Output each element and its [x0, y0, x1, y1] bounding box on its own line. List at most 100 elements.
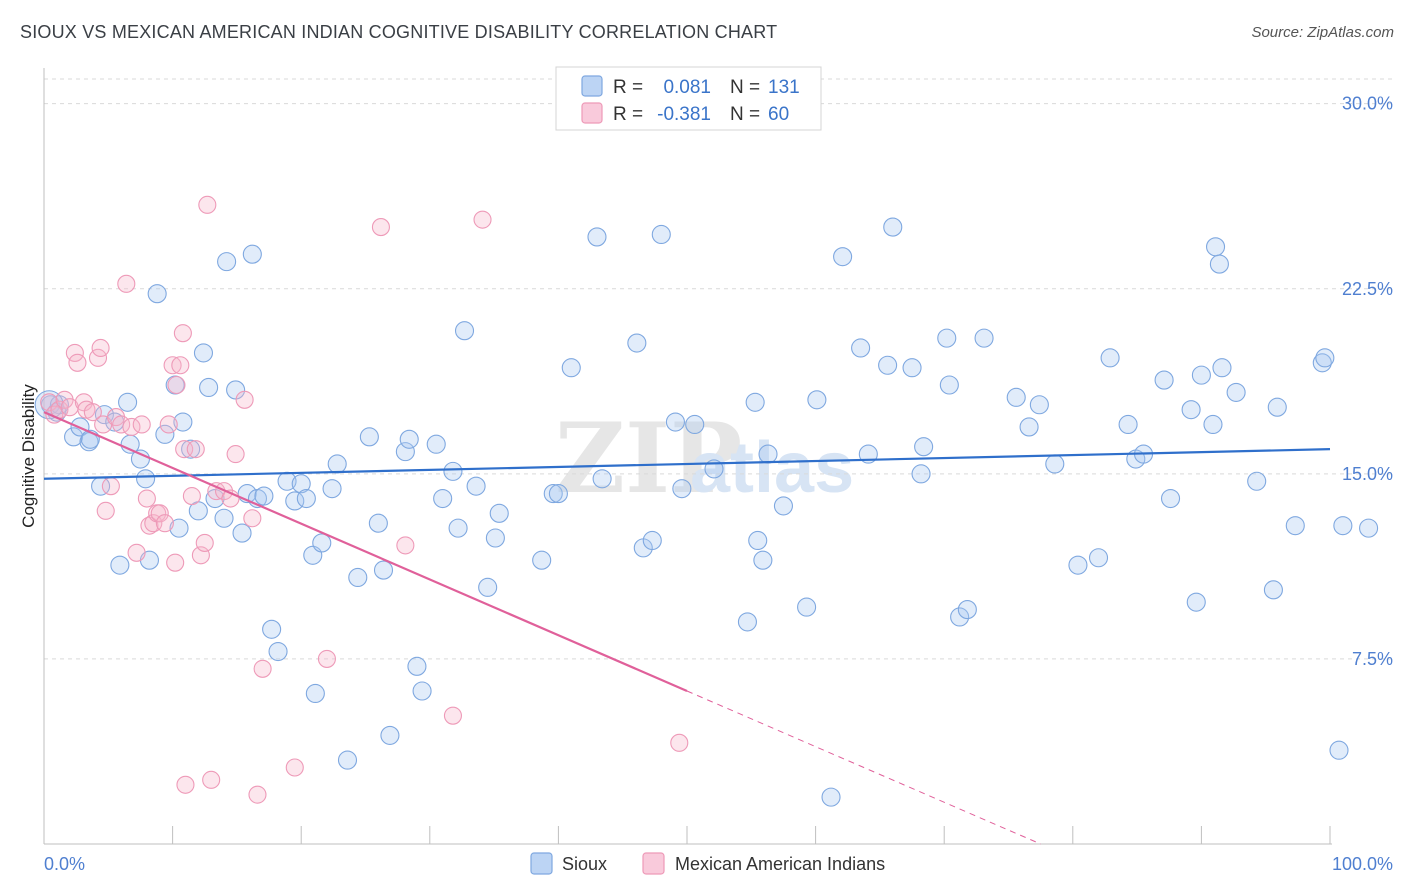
- sioux-point: [543, 484, 563, 504]
- sioux-point: [478, 577, 498, 597]
- sioux-point: [426, 434, 446, 454]
- mexican-point: [166, 553, 185, 572]
- sioux-point: [807, 390, 827, 410]
- sioux-point: [368, 513, 388, 533]
- mexican-point: [167, 375, 186, 395]
- mexican-point: [176, 775, 195, 794]
- mexican-point: [285, 758, 304, 777]
- sioux-point: [914, 437, 934, 457]
- sioux-point: [883, 217, 903, 237]
- sioux-point: [399, 429, 419, 449]
- mexican-points: [40, 195, 689, 804]
- sioux-point: [745, 392, 765, 412]
- sioux-point: [1226, 382, 1246, 402]
- sioux-point: [205, 488, 225, 509]
- sioux-point: [532, 550, 552, 570]
- mexican-point: [198, 195, 217, 214]
- sioux-point: [105, 412, 125, 432]
- mexican-point: [182, 486, 201, 506]
- sioux-point: [130, 449, 150, 469]
- sioux-point: [169, 518, 189, 538]
- sioux-point: [937, 328, 957, 348]
- sioux-point: [173, 412, 193, 432]
- mexican-trend-line: [43, 411, 688, 693]
- sioux-point: [94, 405, 114, 425]
- mexican-point: [127, 543, 146, 562]
- y-tick-label: 30.0%: [1342, 94, 1393, 114]
- sioux-point: [448, 518, 468, 538]
- sioux-point: [296, 488, 316, 509]
- sioux-point: [443, 461, 463, 481]
- sioux-point: [878, 355, 898, 375]
- sioux-point: [1045, 454, 1065, 474]
- legend-r-value-2: -0.381: [657, 104, 711, 125]
- trend-lines: [43, 411, 1331, 845]
- y-tick-label: 15.0%: [1342, 464, 1393, 484]
- legend-r-label-2: R =: [613, 104, 643, 125]
- sioux-point: [1019, 417, 1039, 437]
- sioux-point: [118, 392, 138, 412]
- sioux-point: [285, 491, 305, 511]
- sioux-point: [1029, 395, 1049, 415]
- sioux-point: [136, 469, 156, 489]
- sioux-point: [1285, 516, 1305, 536]
- sioux-point: [1312, 353, 1332, 373]
- mexican-trend-extension: [686, 690, 1041, 845]
- mexican-point: [195, 533, 214, 552]
- sioux-point: [773, 496, 794, 516]
- sioux-point: [64, 427, 84, 447]
- mexican-point: [253, 659, 272, 678]
- sioux-point: [1315, 348, 1335, 368]
- sioux-point: [957, 600, 977, 620]
- mexican-point: [159, 415, 178, 434]
- y-tick-label: 22.5%: [1342, 279, 1393, 299]
- sioux-point: [165, 375, 185, 395]
- sioux-point: [412, 681, 432, 701]
- mexican-point: [83, 403, 102, 422]
- sioux-point: [485, 528, 505, 548]
- sioux-point: [1267, 397, 1287, 417]
- bottom-legend-label-mexican: Mexican American Indians: [675, 854, 885, 874]
- sioux-point: [1100, 348, 1120, 368]
- sioux-point: [466, 476, 486, 496]
- sioux-point: [665, 412, 685, 432]
- sioux-point: [821, 787, 841, 807]
- sioux-point: [268, 641, 288, 662]
- mexican-point: [473, 210, 492, 229]
- sioux-point: [685, 414, 705, 435]
- sioux-point: [1186, 592, 1206, 612]
- sioux-point: [627, 333, 647, 353]
- mexican-point: [96, 501, 115, 520]
- sioux-trend-line: [43, 448, 1331, 480]
- sioux-point: [1329, 740, 1349, 760]
- sioux-point: [214, 508, 234, 528]
- sioux-point: [305, 683, 325, 704]
- sioux-point: [147, 284, 167, 304]
- mexican-point: [186, 440, 205, 459]
- mexican-point: [137, 489, 156, 508]
- mexican-point: [68, 353, 87, 372]
- sioux-point: [181, 439, 201, 459]
- y-tick-labels: 7.5% 15.0% 22.5% 30.0%: [1342, 94, 1393, 669]
- mexican-point: [396, 536, 415, 555]
- sioux-point: [242, 244, 262, 264]
- y-axis-title: Cognitive Disability: [19, 384, 38, 528]
- sioux-point: [312, 533, 332, 553]
- mexican-point: [132, 415, 151, 434]
- sioux-point: [380, 725, 400, 745]
- legend-swatch-sioux: [581, 75, 603, 97]
- legend-r-value-1: 0.081: [663, 77, 711, 98]
- mexican-point: [171, 356, 190, 375]
- sioux-point: [489, 503, 509, 523]
- sioux-point: [753, 550, 773, 570]
- chart-title: SIOUX VS MEXICAN AMERICAN INDIAN COGNITI…: [20, 22, 778, 42]
- legend-n-value-1: 131: [768, 77, 800, 98]
- sioux-point: [454, 321, 475, 341]
- sioux-point: [651, 224, 671, 245]
- sioux-point: [939, 375, 959, 395]
- mexican-point: [670, 733, 689, 752]
- watermark-zip: ZIP: [555, 402, 742, 515]
- legend-n-label-2: N =: [730, 104, 760, 125]
- sioux-point: [110, 555, 130, 575]
